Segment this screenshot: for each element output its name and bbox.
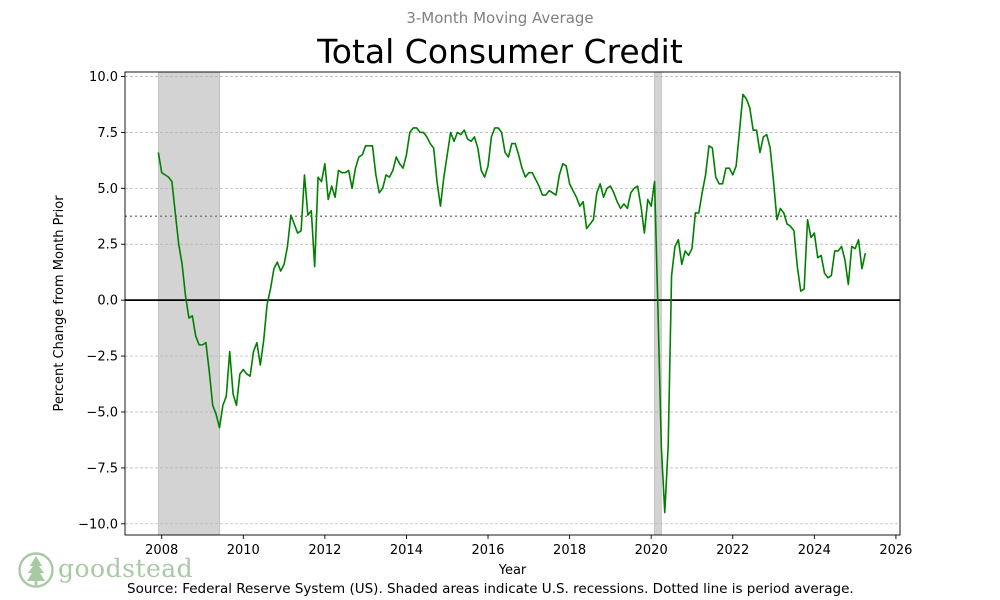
- y-tick-label: 7.5: [97, 126, 118, 141]
- x-tick-label: 2010: [227, 543, 260, 558]
- y-tick-label: −7.5: [86, 461, 118, 476]
- x-tick-label: 2012: [308, 543, 341, 558]
- x-tick-label: 2016: [471, 543, 504, 558]
- logo-text: goodstead: [58, 554, 194, 583]
- series-line-1: [157, 93, 867, 514]
- x-tick-label: 2022: [716, 543, 749, 558]
- x-tick-label: 2018: [553, 543, 586, 558]
- plot-frame: [124, 71, 901, 536]
- x-axis-label: Year: [498, 563, 527, 578]
- source-note: Source: Federal Reserve System (US). Sha…: [127, 581, 854, 597]
- y-tick-label: 5.0: [97, 182, 118, 197]
- chart-title: Total Consumer Credit: [317, 32, 683, 71]
- x-tick-label: 2024: [798, 543, 831, 558]
- x-tick-label: 2008: [145, 543, 178, 558]
- y-tick-label: 10.0: [89, 70, 118, 85]
- x-tick-label: 2026: [879, 543, 912, 558]
- recession-band-1: [158, 71, 221, 536]
- y-tick-label: 0.0: [97, 294, 118, 309]
- y-tick-label: −10.0: [78, 517, 118, 532]
- x-tick-label: 2020: [635, 543, 668, 558]
- y-axis-label: Percent Change from Month Prior: [52, 195, 67, 412]
- goodstead-logo: goodstead: [18, 550, 198, 594]
- tree-logo-icon: [18, 552, 54, 588]
- y-tick-label: −5.0: [86, 405, 118, 420]
- x-tick-label: 2014: [390, 543, 423, 558]
- chart-subtitle: 3-Month Moving Average: [406, 9, 594, 27]
- y-tick-label: −2.5: [86, 350, 118, 365]
- y-tick-label: 2.5: [97, 238, 118, 253]
